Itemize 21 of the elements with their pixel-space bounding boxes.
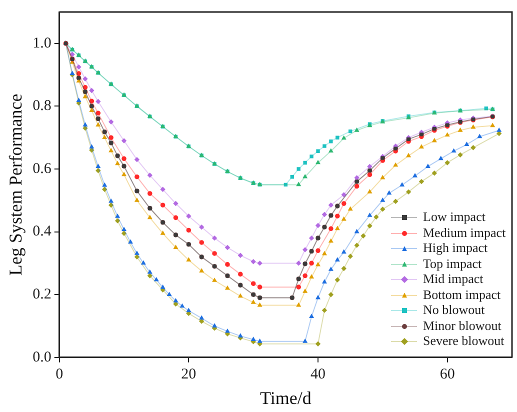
x-tick-label: 60 [440,366,455,382]
legend-label: Top impact [423,256,482,272]
y-tick-label: 0.2 [32,286,52,303]
y-axis-title: Leg System Performance [6,94,26,276]
x-axis-title: Time/d [260,388,312,408]
y-tick-label: 0.0 [32,349,52,366]
legend-label: Minor blowout [423,318,502,334]
legend-label: High impact [423,240,488,256]
y-tick-label: 0.8 [32,98,52,114]
y-tick-label: 0.4 [32,224,52,240]
x-tick-label: 0 [56,366,64,382]
legend-label: Bottom impact [423,286,501,302]
legend-label: Mid impact [423,271,484,287]
legend-label: Medium impact [423,224,506,240]
x-tick-label: 40 [310,366,326,382]
y-tick-label: 0.6 [32,160,52,177]
y-tick-label: 1.0 [32,35,52,52]
x-tick-label: 20 [181,366,196,382]
legend-label: Low impact [423,209,486,225]
legend-label: No blowout [423,302,485,318]
legend-label: Severe blowout [423,333,504,349]
